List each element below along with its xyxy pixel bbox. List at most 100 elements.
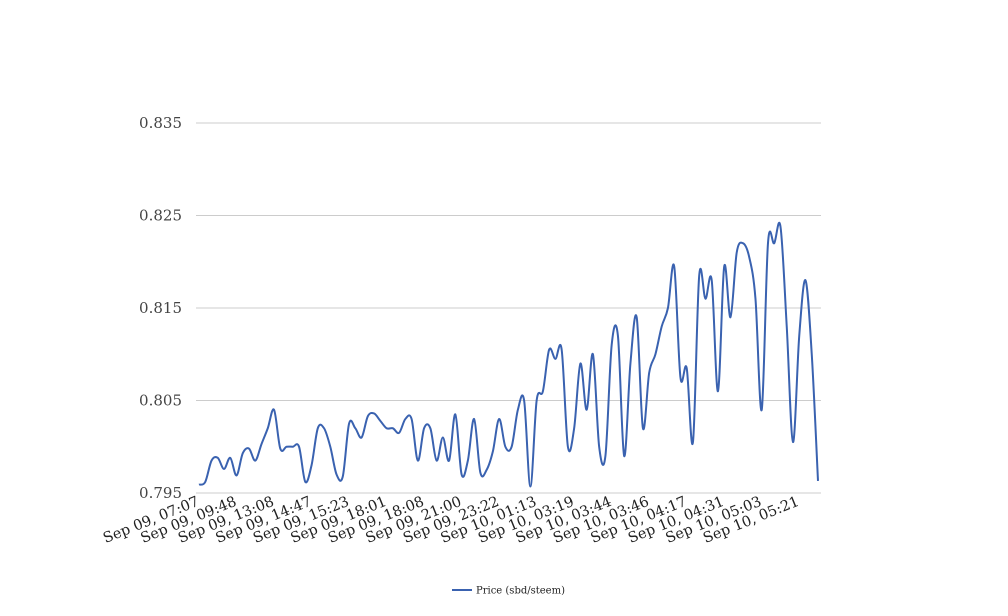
data-point[interactable] [266,426,270,430]
legend[interactable]: Price (sbd/steem) [452,586,565,597]
data-point[interactable] [678,375,682,379]
data-point[interactable] [203,480,207,484]
data-point[interactable] [778,225,782,229]
data-point[interactable] [285,445,289,449]
data-point[interactable] [716,389,720,393]
data-point[interactable] [797,334,801,338]
data-point[interactable] [547,348,551,352]
data-point[interactable] [578,362,582,366]
data-point[interactable] [247,447,251,451]
data-point[interactable] [210,459,214,463]
data-point[interactable] [810,352,814,356]
data-point[interactable] [328,445,332,449]
data-point[interactable] [703,297,707,301]
data-point[interactable] [316,426,320,430]
data-point[interactable] [228,456,232,460]
data-point[interactable] [378,419,382,423]
data-point[interactable] [341,474,345,478]
data-point[interactable] [403,417,407,421]
data-point[interactable] [291,445,295,449]
data-point[interactable] [510,445,514,449]
data-point[interactable] [728,315,732,319]
data-point[interactable] [335,473,339,477]
data-point[interactable] [278,447,282,451]
data-point[interactable] [497,417,501,421]
data-point[interactable] [585,408,589,412]
data-point[interactable] [466,459,470,463]
data-point[interactable] [610,343,614,347]
data-point[interactable] [441,436,445,440]
data-point[interactable] [528,485,532,489]
data-point[interactable] [572,426,576,430]
data-point[interactable] [491,449,495,453]
data-point[interactable] [297,445,301,449]
data-point[interactable] [503,445,507,449]
data-point[interactable] [516,408,520,412]
data-point[interactable] [272,408,276,412]
data-point[interactable] [741,241,745,245]
data-point[interactable] [628,362,632,366]
data-point[interactable] [485,468,489,472]
data-point[interactable] [366,414,370,418]
data-point[interactable] [303,480,307,484]
data-point[interactable] [603,454,607,458]
data-point[interactable] [541,389,545,393]
data-point[interactable] [622,454,626,458]
data-point[interactable] [597,445,601,449]
data-point[interactable] [766,241,770,245]
data-point[interactable] [710,278,714,282]
data-point[interactable] [722,264,726,268]
data-point[interactable] [760,408,764,412]
data-point[interactable] [435,459,439,463]
data-point[interactable] [197,483,201,487]
data-point[interactable] [553,357,557,361]
data-point[interactable] [353,426,357,430]
data-point[interactable] [691,440,695,444]
data-point[interactable] [816,479,820,483]
data-point[interactable] [360,436,364,440]
data-point[interactable] [416,459,420,463]
data-point[interactable] [791,440,795,444]
data-point[interactable] [385,426,389,430]
data-point[interactable] [566,445,570,449]
data-point[interactable] [535,399,539,403]
data-point[interactable] [660,325,664,329]
data-point[interactable] [647,371,651,375]
data-point[interactable] [235,473,239,477]
data-point[interactable] [397,431,401,435]
data-point[interactable] [697,274,701,278]
data-point[interactable] [785,325,789,329]
data-point[interactable] [772,241,776,245]
data-point[interactable] [653,352,657,356]
data-point[interactable] [803,278,807,282]
data-point[interactable] [753,297,757,301]
data-point[interactable] [560,348,564,352]
data-point[interactable] [310,463,314,467]
data-point[interactable] [253,459,257,463]
data-point[interactable] [685,366,689,370]
data-point[interactable] [428,426,432,430]
data-point[interactable] [522,399,526,403]
data-point[interactable] [635,315,639,319]
data-point[interactable] [216,456,220,460]
data-point[interactable] [641,426,645,430]
data-point[interactable] [260,442,264,446]
data-point[interactable] [372,411,376,415]
data-point[interactable] [322,426,326,430]
data-point[interactable] [478,471,482,475]
data-point[interactable] [735,251,739,255]
data-point[interactable] [422,426,426,430]
data-point[interactable] [616,334,620,338]
data-point[interactable] [222,467,226,471]
data-point[interactable] [672,264,676,268]
data-point[interactable] [460,473,464,477]
data-point[interactable] [447,459,451,463]
data-point[interactable] [391,426,395,430]
data-point[interactable] [347,422,351,426]
data-point[interactable] [453,412,457,416]
data-point[interactable] [666,306,670,310]
data-point[interactable] [591,352,595,356]
data-point[interactable] [241,451,245,455]
data-point[interactable] [747,255,751,259]
data-point[interactable] [410,417,414,421]
